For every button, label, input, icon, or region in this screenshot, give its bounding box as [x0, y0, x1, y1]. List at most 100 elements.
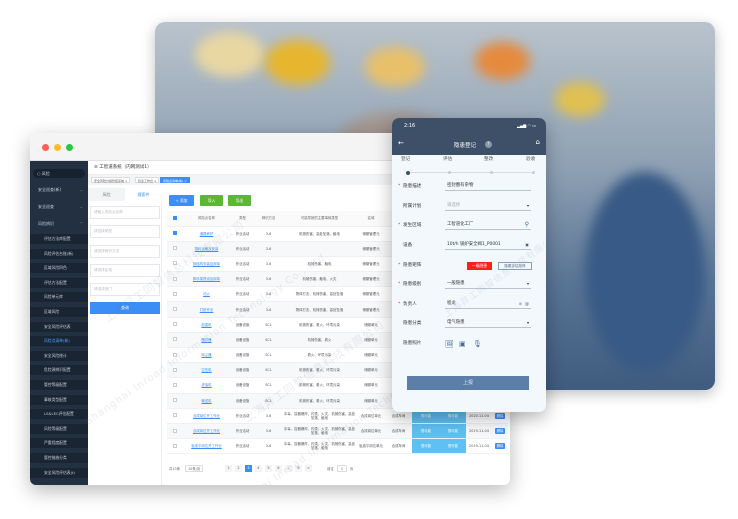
sidebar-item[interactable]: 安全风险评估表(t)	[30, 467, 88, 478]
menu-toggle-icon[interactable]: ≡	[94, 165, 100, 170]
row-checkbox[interactable]	[167, 438, 183, 455]
sidebar-item[interactable]: 事故类型配置	[30, 394, 88, 405]
import-button[interactable]: 导入	[200, 195, 223, 206]
sidebar-item[interactable]: 安全风险统计	[30, 350, 88, 361]
sidebar-item[interactable]: 评估方法库配置	[30, 234, 88, 244]
add-photo-icon[interactable]: 🖼	[445, 340, 454, 348]
risk-point-name-link[interactable]: 滤油机	[183, 377, 230, 394]
row-checkbox[interactable]	[167, 271, 183, 288]
home-icon[interactable]: ⌂	[535, 138, 540, 146]
row-checkbox[interactable]	[167, 393, 183, 409]
query-button[interactable]: 查询	[90, 302, 160, 314]
area-select[interactable]: 请选择区域	[90, 264, 160, 277]
sidebar-item[interactable]: 风险等级配置	[30, 423, 88, 434]
tab-hazard-workbench[interactable]: 隐患工作台 ×	[135, 177, 160, 183]
risk-point-name-link[interactable]: 物料运输及安装	[183, 241, 230, 257]
category-select[interactable]: 电气隐患 ▾	[445, 317, 531, 328]
level-select[interactable]: 一般隐患 ▾	[445, 278, 531, 289]
risk-point-name-link[interactable]: 动火	[183, 286, 230, 303]
row-checkbox[interactable]	[167, 301, 183, 318]
add-video-icon[interactable]: ▣	[459, 340, 466, 348]
row-checkbox[interactable]	[167, 226, 183, 242]
select-all-checkbox[interactable]	[167, 211, 183, 227]
goto-page-input[interactable]: 1	[337, 465, 347, 472]
delete-button[interactable]: 删除	[492, 423, 508, 440]
sidebar-item[interactable]: LS&LEC评估配置	[30, 409, 88, 420]
row-checkbox[interactable]	[167, 408, 183, 424]
row-checkbox[interactable]	[167, 256, 183, 273]
scan-code-icon[interactable]: ▣	[525, 242, 529, 247]
risk-point-name-link[interactable]: 道路养护	[183, 226, 230, 242]
row-checkbox[interactable]	[167, 317, 183, 333]
add-voice-icon[interactable]: 🎙	[473, 340, 482, 348]
row-checkbox[interactable]	[167, 241, 183, 257]
row-checkbox[interactable]	[167, 377, 183, 394]
minimize-window-button[interactable]	[54, 144, 61, 151]
row-checkbox[interactable]	[167, 362, 183, 379]
export-button[interactable]: 导出	[228, 195, 251, 206]
page-size-select[interactable]: 10条/页	[185, 465, 204, 472]
row-checkbox[interactable]	[167, 423, 183, 440]
sidebar-item[interactable]: 区域风险四色	[30, 263, 88, 274]
method-select[interactable]: 请选择辨识方法	[90, 245, 160, 258]
page-button[interactable]: 1	[225, 465, 232, 472]
page-button[interactable]: 8	[295, 465, 302, 472]
page-button[interactable]: 5	[265, 465, 272, 472]
row-checkbox[interactable]	[167, 332, 183, 349]
tab-risk-control-system[interactable]: 安全风险分级管控系统 ×	[91, 177, 131, 183]
page-button[interactable]: 6	[275, 465, 282, 472]
submit-button[interactable]: 上报	[407, 376, 529, 390]
sidebar-item[interactable]: 评估方法配置	[30, 277, 88, 288]
tab-risk-point-list[interactable]: 风险点清单(新) ×	[160, 177, 190, 183]
sidebar-group-safety-inspection[interactable]: 安全巡查 ⌄	[30, 202, 88, 212]
area-input[interactable]: 工智道化工厂 ⚲	[445, 221, 531, 230]
sidebar-group-risk-identification[interactable]: 风险辨识 ⌃	[30, 219, 88, 229]
sidebar-item[interactable]: 危险源辨识配置	[30, 365, 88, 376]
page-button[interactable]: 4	[255, 465, 262, 472]
risk-point-name-link[interactable]: 脚手架搭设及拆除	[183, 271, 230, 288]
next-page-button[interactable]: >	[305, 465, 312, 472]
row-checkbox[interactable]	[167, 286, 183, 303]
delete-button[interactable]: 删除	[492, 408, 508, 424]
department-select[interactable]: 请选择部门	[90, 283, 160, 296]
risk-point-name-link[interactable]: 起重机	[183, 317, 230, 333]
sidebar-item[interactable]: 风险点清单(新)	[30, 336, 88, 347]
add-button[interactable]: + 添加	[169, 195, 194, 206]
sidebar-item[interactable]: 管控等级配置	[30, 380, 88, 390]
contact-icon[interactable]: @	[525, 301, 529, 306]
location-pin-icon[interactable]: ⚲	[524, 221, 529, 228]
risk-matrix-button[interactable]: 隐患评估矩阵	[498, 262, 532, 270]
sidebar-item[interactable]: 安全风险评估表	[30, 321, 88, 332]
description-input[interactable]: 密封圈有杂物	[445, 180, 531, 191]
sidebar-group-safety-inspection-new[interactable]: 安全巡查(新) ⌄	[30, 185, 88, 195]
risk-point-name-link[interactable]: 钢结构安装及拆除	[183, 256, 230, 273]
risk-point-name-link[interactable]: 氨液平岗位开工作业	[183, 438, 230, 455]
row-checkbox[interactable]	[167, 347, 183, 364]
risk-point-name-link[interactable]: 打桩作业	[183, 301, 230, 318]
sidebar-item[interactable]: 风险评估台账(新)	[30, 248, 88, 259]
risk-point-name-link[interactable]: 除尘器	[183, 347, 230, 364]
sidebar-search[interactable]: ○ 风险	[33, 169, 85, 178]
sidebar-item[interactable]: 管控措施分类	[30, 453, 88, 463]
sidebar-item[interactable]: 风险单元库	[30, 292, 88, 303]
filter-tab-risk[interactable]: 风险	[88, 188, 125, 201]
type-select[interactable]: 请选择类型	[90, 225, 160, 238]
back-arrow-icon[interactable]: ←	[398, 139, 404, 147]
help-icon[interactable]: ?	[485, 141, 492, 148]
device-input[interactable]: 10t/h 锅炉安全阀1_P0001 ▣	[445, 239, 531, 250]
clear-icon[interactable]: ⊗	[518, 301, 522, 306]
page-button[interactable]: ...	[285, 465, 292, 472]
page-button[interactable]: 2	[235, 465, 242, 472]
owner-input[interactable]: 程龙 ⊗ @	[445, 298, 531, 309]
risk-name-input[interactable]: 请输入风险点名称	[90, 206, 160, 219]
page-button[interactable]: 3	[245, 465, 252, 472]
risk-point-name-link[interactable]: 输送机	[183, 393, 230, 409]
plan-select[interactable]: 请选择 ▾	[445, 200, 531, 211]
risk-point-name-link[interactable]: 搅拌器	[183, 332, 230, 349]
delete-button[interactable]: 删除	[492, 438, 508, 455]
risk-point-name-link[interactable]: 合成岗位开工作业	[183, 423, 230, 440]
filter-tab-conditions[interactable]: 搜索件	[125, 188, 162, 201]
maximize-window-button[interactable]	[66, 144, 73, 151]
close-window-button[interactable]	[42, 144, 49, 151]
sidebar-item[interactable]: 严重程度配置	[30, 438, 88, 449]
